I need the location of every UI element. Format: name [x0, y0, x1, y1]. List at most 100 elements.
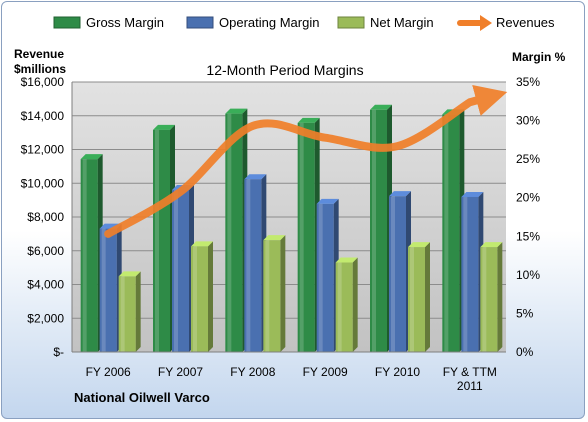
left-tick-label: $- [53, 345, 64, 359]
bar-side [280, 235, 286, 352]
left-axis-label-line2: $millions [14, 62, 66, 76]
bar-gross-margin [225, 108, 248, 352]
left-tick-label: $16,000 [21, 75, 65, 89]
bar-top [118, 271, 141, 277]
bar-top [480, 242, 503, 248]
category-label: FY 2008 [230, 365, 275, 379]
right-tick-label: 0% [516, 345, 534, 359]
right-tick-label: 30% [516, 114, 540, 128]
bar-face [442, 114, 460, 353]
legend-label: Revenues [496, 15, 555, 30]
bar-side [425, 242, 430, 352]
legend-label: Net Margin [370, 15, 434, 30]
bar-highlight [299, 122, 304, 352]
legend-item-net-margin: Net Margin [337, 15, 434, 30]
legend-swatch [53, 16, 81, 29]
bar-top [225, 108, 248, 114]
bar-highlight [337, 262, 342, 352]
bar-gross-margin [80, 154, 103, 352]
revenue-line [104, 85, 508, 238]
bar-operating-margin [316, 198, 339, 352]
bar-top [335, 257, 358, 263]
bar-top [80, 154, 103, 160]
category-label: FY & TTM [443, 365, 497, 379]
bar-side [352, 257, 358, 352]
right-tick-label: 20% [516, 191, 540, 205]
legend-item-operating-margin: Operating Margin [186, 15, 319, 30]
right-tick-label: 15% [516, 229, 540, 243]
bar-gross-margin [153, 124, 175, 352]
bar-side [135, 271, 141, 352]
category-label: 2011 [457, 379, 483, 393]
bar-face [480, 247, 498, 352]
bar-top [316, 198, 339, 204]
bar-top [370, 104, 392, 110]
left-tick-label: $2,000 [27, 311, 64, 325]
bar-highlight [265, 240, 270, 352]
bar-face [297, 122, 315, 352]
bar-face [316, 203, 334, 352]
bar-top [153, 124, 175, 130]
bar-top [408, 242, 430, 248]
bar-face [99, 228, 117, 352]
bar-highlight [444, 114, 449, 353]
bar-highlight [482, 247, 487, 352]
right-tick-label: 35% [516, 75, 540, 89]
bar-highlight [155, 129, 159, 352]
bar-highlight [193, 246, 197, 352]
bar-net-margin [263, 235, 286, 352]
category-label: FY 2010 [375, 365, 420, 379]
right-tick-label: 25% [516, 152, 540, 166]
bar-operating-margin [389, 191, 411, 352]
category-label: FY 2007 [158, 365, 203, 379]
bar-face [118, 276, 136, 352]
bar-gross-margin [297, 117, 320, 352]
right-tick-label: 5% [516, 306, 534, 320]
bar-top [263, 235, 286, 241]
bar-highlight [391, 196, 395, 352]
margins-chart: $- $2,000 $4,000 $6,000 $8,000 $10,000 $12,000… [14, 15, 566, 405]
bar-side [208, 241, 213, 352]
bar-operating-margin [461, 191, 484, 352]
bar-face [335, 262, 353, 352]
right-axis-label: Margin % [512, 50, 566, 64]
left-tick-label: $12,000 [21, 143, 65, 157]
legend-item-revenues: Revenues [457, 15, 555, 31]
bar-highlight [101, 228, 106, 352]
bar-face [172, 190, 189, 352]
bar-top [461, 191, 484, 197]
bar-face [244, 179, 262, 352]
bar-face [153, 129, 170, 352]
revenue-line-path [104, 85, 508, 238]
bar-face [263, 240, 281, 352]
axes: $- $2,000 $4,000 $6,000 $8,000 $10,000 $12,000… [21, 75, 541, 393]
company-name: National Oilwell Varco [74, 390, 210, 405]
category-label: FY 2006 [86, 365, 131, 379]
bar-operating-margin [172, 185, 194, 352]
bar-top [191, 241, 213, 247]
left-tick-label: $14,000 [21, 109, 65, 123]
left-axis-label-line1: Revenue [14, 47, 64, 61]
legend-arrow [480, 15, 492, 31]
bar-net-margin [480, 242, 503, 352]
bar-highlight [318, 203, 323, 352]
bar-highlight [120, 276, 125, 352]
left-tick-label: $6,000 [27, 244, 64, 258]
left-tick-label: $10,000 [21, 176, 65, 190]
chart-title: 12-Month Period Margins [206, 62, 363, 78]
bar-gross-margin [442, 109, 465, 353]
bar-face [370, 109, 387, 353]
legend-swatch [337, 16, 365, 29]
bar-face [461, 196, 479, 352]
bar-top [297, 117, 320, 123]
legend-item-gross-margin: Gross Margin [53, 15, 164, 30]
bar-top [244, 174, 267, 180]
bar-face [191, 246, 208, 352]
legend-label: Gross Margin [86, 15, 164, 30]
bar-highlight [246, 179, 251, 352]
left-tick-label: $8,000 [27, 210, 64, 224]
right-tick-label: 10% [516, 268, 540, 282]
bars [80, 104, 503, 353]
bar-highlight [227, 113, 232, 352]
